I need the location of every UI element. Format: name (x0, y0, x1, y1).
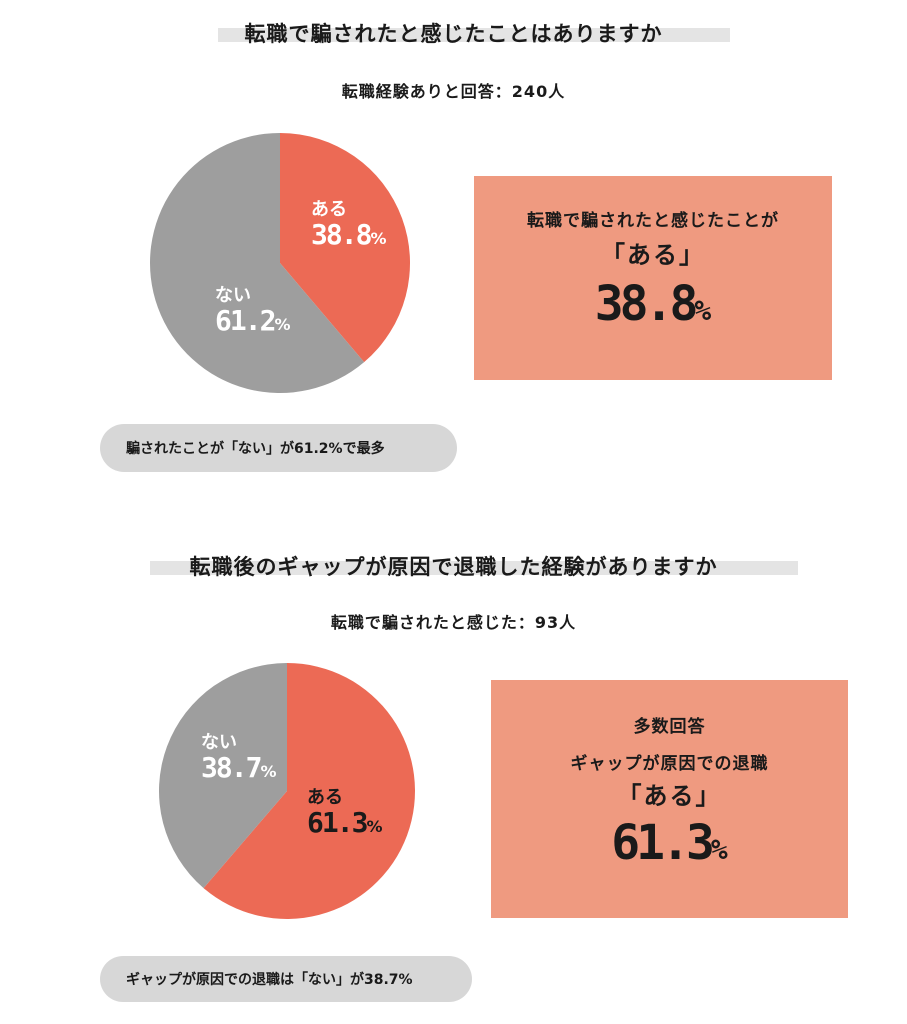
chart2-label-yes-unit: % (366, 816, 383, 836)
chart1-label-no-unit: % (274, 314, 291, 334)
chart1-note-text: 騙されたことが「ない」が61.2%で最多 (126, 441, 385, 457)
chart1-slice-yes (280, 133, 410, 363)
chart2-callout-quote: 「ある」 (617, 782, 722, 810)
title-band-1 (218, 28, 730, 42)
chart2-pie (159, 663, 415, 919)
chart1-callout-value: 38.8 (594, 276, 699, 332)
chart1-label-no-text: ない (215, 285, 251, 306)
chart2-callout-line0: 多数回答 (633, 717, 706, 737)
chart2-callout-line1: ギャップが原因での退職 (570, 754, 769, 774)
chart2-slice-yes (203, 663, 415, 919)
chart2-label-yes-text: ある (307, 787, 343, 808)
chart2-label-no-value: 38.7 (201, 750, 262, 784)
chart1-note: 騙されたことが「ない」が61.2%で最多 (100, 424, 457, 472)
chart1-label-yes-unit: % (370, 228, 387, 248)
chart2-title-wrap: 転職後のギャップが原因で退職した経験がありますか (0, 551, 907, 581)
chart2-note: ギャップが原因での退職は「ない」が38.7% (100, 956, 472, 1002)
chart2-label-yes-value: 61.3 (307, 805, 368, 839)
chart2-callout-value-wrap: 61.3% (491, 815, 848, 871)
chart1-label-yes-value: 38.8 (311, 217, 372, 251)
chart1-title: 転職で騙されたと感じたことはありますか (244, 22, 663, 46)
chart2-label-no-unit: % (260, 761, 277, 781)
chart1-callout: 転職で騙されたと感じたことが 「ある」 38.8% (474, 176, 832, 380)
chart2-title: 転職後のギャップが原因で退職した経験がありますか (189, 555, 718, 579)
chart2-label-yes: ある 61.3% (307, 788, 382, 839)
chart2-slice-no (159, 663, 287, 889)
chart1-callout-value-wrap: 38.8% (474, 276, 832, 332)
chart1-callout-line: 転職で騙されたと感じたことが (527, 211, 779, 231)
chart1-label-no-value: 61.2 (215, 303, 276, 337)
chart1-label-no: ない 61.2% (215, 286, 290, 337)
chart1-title-wrap: 転職で騙されたと感じたことはありますか (0, 18, 907, 48)
chart1-slice-no (150, 133, 365, 393)
chart2-callout: 多数回答 ギャップが原因での退職 「ある」 61.3% (491, 680, 848, 918)
chart2-callout-unit: % (710, 833, 728, 866)
chart1-subtitle: 転職経験ありと回答：240人 (341, 82, 566, 101)
chart2-label-no: ない 38.7% (201, 733, 276, 784)
chart1-callout-quote: 「ある」 (601, 241, 705, 269)
chart1-label-yes: ある 38.8% (311, 200, 386, 251)
title-band-2 (150, 561, 798, 575)
chart1-callout-unit: % (694, 294, 712, 327)
chart2-subtitle: 転職で騙されたと感じた：93人 (330, 613, 577, 632)
chart2-label-no-text: ない (201, 732, 237, 753)
chart2-note-text: ギャップが原因での退職は「ない」が38.7% (126, 972, 413, 988)
chart2-callout-value: 61.3 (611, 815, 715, 871)
chart1-pie (150, 133, 410, 393)
chart1-label-yes-text: ある (311, 199, 347, 220)
